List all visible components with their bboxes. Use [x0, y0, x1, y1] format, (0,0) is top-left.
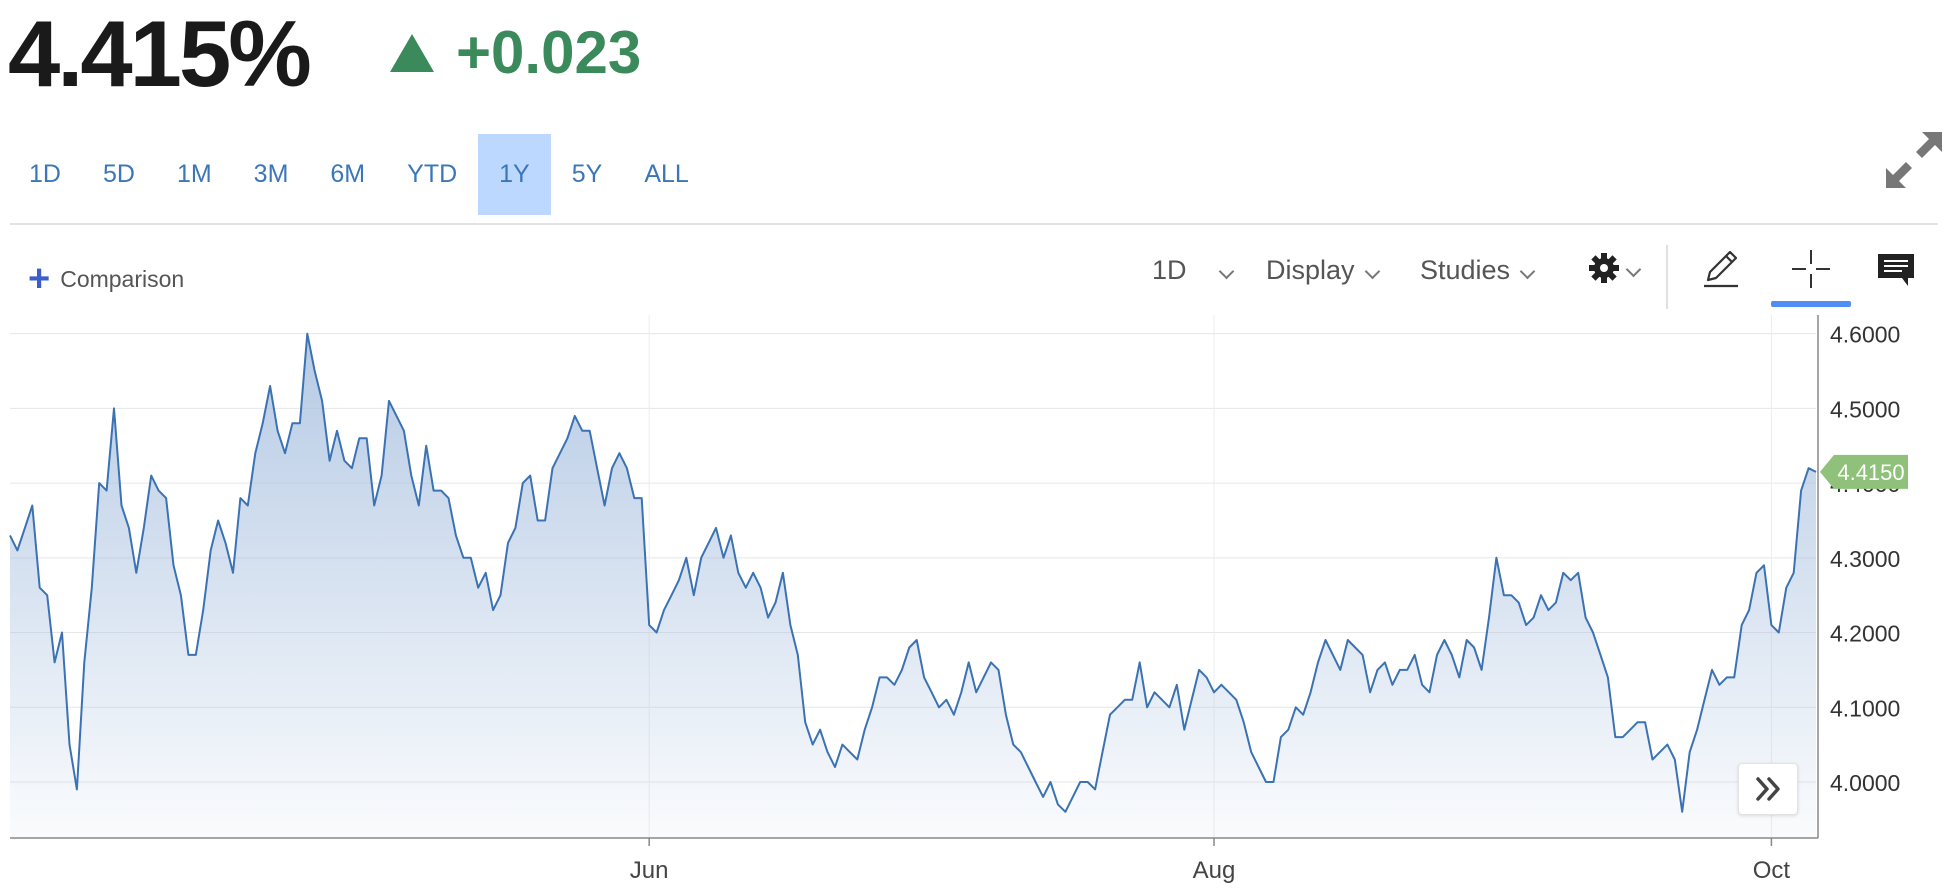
- range-1y[interactable]: 1Y: [478, 134, 551, 215]
- comment-icon[interactable]: [1876, 248, 1918, 290]
- price: 4.415%: [8, 1, 312, 106]
- price-change-value: +0.023: [456, 19, 642, 86]
- comparison-label: Comparison: [60, 265, 185, 292]
- range-5y[interactable]: 5Y: [571, 160, 603, 188]
- y-tick-label: 4.0000: [1830, 770, 1900, 796]
- range-5d[interactable]: 5D: [102, 160, 135, 188]
- display-dropdown[interactable]: Display: [1266, 255, 1380, 286]
- range-3m[interactable]: 3M: [253, 160, 289, 188]
- price-change: +0.023: [390, 18, 641, 88]
- header-divider: [10, 223, 1938, 225]
- y-tick-label: 4.5000: [1830, 396, 1900, 422]
- y-tick-label: 4.3000: [1830, 546, 1900, 572]
- studies-dropdown[interactable]: Studies: [1420, 255, 1536, 286]
- display-label: Display: [1266, 255, 1355, 285]
- interval-label: 1D: [1152, 255, 1187, 285]
- range-selector: 1D 5D 1M 3M 6M YTD 1Y 5Y ALL: [8, 134, 710, 215]
- expand-icon[interactable]: [1886, 132, 1942, 188]
- range-1m[interactable]: 1M: [176, 160, 212, 188]
- y-tick-label: 4.1000: [1830, 695, 1900, 721]
- settings-dropdown[interactable]: [1588, 252, 1642, 284]
- last-value-label: 4.4150: [1837, 460, 1904, 485]
- x-tick-label: Oct: [1753, 857, 1791, 884]
- y-tick-label: 4.2000: [1830, 621, 1900, 647]
- crosshair-icon[interactable]: [1790, 248, 1832, 290]
- series-area: [10, 333, 1816, 838]
- range-1d[interactable]: 1D: [29, 160, 61, 188]
- pencil-icon[interactable]: [1700, 248, 1742, 290]
- range-all[interactable]: ALL: [644, 160, 689, 188]
- crosshair-active-indicator: [1771, 301, 1851, 307]
- gear-icon: [1589, 253, 1619, 283]
- range-6m[interactable]: 6M: [330, 160, 366, 188]
- plus-icon: +: [28, 258, 51, 300]
- x-tick-label: Aug: [1193, 857, 1236, 884]
- scroll-forward-button[interactable]: [1738, 763, 1798, 815]
- comparison-button[interactable]: + Comparison: [28, 258, 185, 300]
- x-tick-label: Jun: [630, 857, 669, 884]
- up-triangle-icon: [390, 34, 434, 72]
- chevron-right-double-icon: [1756, 777, 1780, 801]
- interval-dropdown[interactable]: 1D: [1152, 255, 1234, 286]
- range-ytd[interactable]: YTD: [407, 160, 458, 188]
- studies-label: Studies: [1420, 255, 1511, 285]
- y-tick-label: 4.6000: [1830, 322, 1900, 348]
- series-line: [9, 332, 1817, 813]
- toolbar-separator: [1666, 245, 1668, 309]
- last-value-tag: [1820, 454, 1908, 489]
